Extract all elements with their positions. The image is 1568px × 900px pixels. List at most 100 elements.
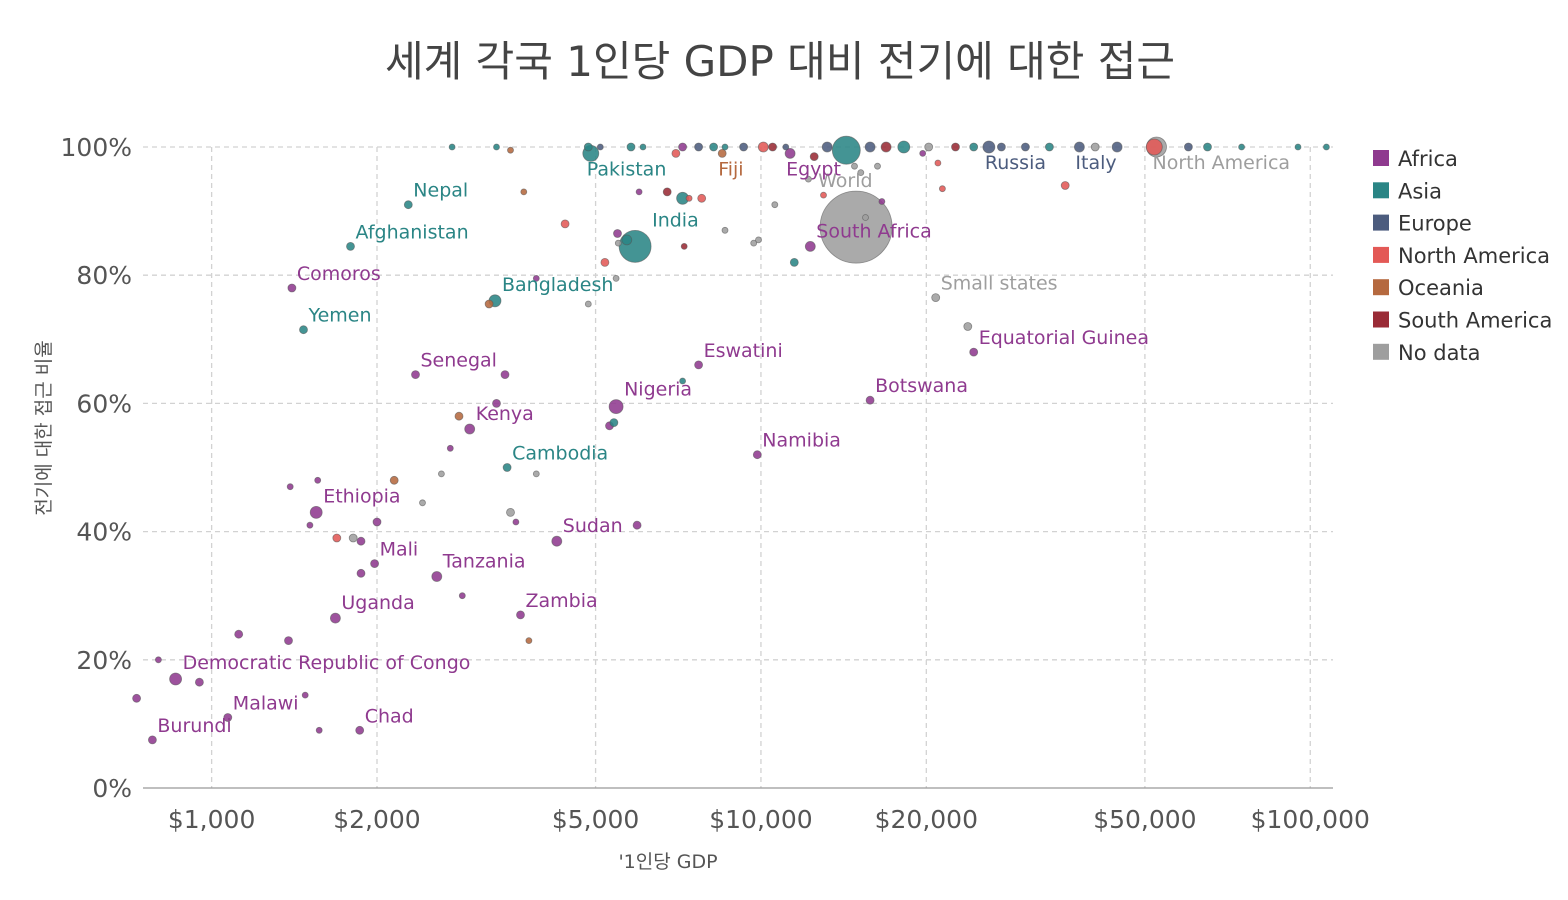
point-country[interactable] — [635, 188, 643, 196]
point-country[interactable] — [306, 521, 314, 529]
point-country[interactable] — [194, 677, 204, 687]
point-country[interactable] — [315, 726, 323, 734]
point-afghanistan[interactable] — [346, 241, 355, 251]
point-country[interactable] — [820, 191, 827, 199]
point-country[interactable] — [997, 142, 1006, 152]
point-country[interactable] — [437, 470, 445, 478]
point-equatorial-guinea[interactable] — [969, 347, 979, 357]
point-malawi[interactable] — [223, 713, 233, 722]
point-country[interactable] — [939, 185, 946, 193]
point-burundi[interactable] — [147, 735, 157, 745]
point-country[interactable] — [1145, 138, 1163, 156]
point-namibia[interactable] — [752, 450, 762, 460]
point-country[interactable] — [332, 533, 342, 543]
point-country[interactable] — [662, 187, 672, 197]
point-country[interactable] — [621, 234, 633, 246]
point-country[interactable] — [493, 143, 500, 151]
point-country[interactable] — [750, 239, 758, 247]
point-country[interactable] — [862, 214, 869, 221]
point-small-states[interactable] — [931, 293, 941, 303]
point-ethiopia[interactable] — [309, 506, 323, 519]
point-country[interactable] — [626, 142, 636, 152]
point-country[interactable] — [632, 520, 642, 530]
point-country[interactable] — [694, 142, 703, 152]
point-country[interactable] — [789, 257, 799, 267]
point-russia[interactable] — [982, 140, 996, 154]
point-country[interactable] — [680, 242, 688, 250]
legend-item-europe[interactable]: Europe — [1373, 212, 1472, 236]
point-country[interactable] — [1060, 181, 1070, 190]
point-country[interactable] — [448, 143, 456, 151]
point-india[interactable] — [618, 229, 652, 263]
point-tanzania[interactable] — [431, 571, 443, 582]
point-country[interactable] — [446, 444, 454, 452]
point-fiji[interactable] — [717, 148, 727, 158]
point-comoros[interactable] — [287, 283, 297, 293]
point-nigeria[interactable] — [608, 399, 624, 415]
point-cambodia[interactable] — [502, 463, 512, 472]
point-country[interactable] — [356, 536, 366, 546]
point-botswana[interactable] — [865, 395, 875, 405]
point-country[interactable] — [721, 143, 729, 151]
point-country[interactable] — [234, 629, 244, 639]
point-mali[interactable] — [370, 559, 380, 568]
legend-item-samerica[interactable]: South America — [1373, 309, 1552, 333]
point-country[interactable] — [864, 141, 876, 153]
point-country[interactable] — [1184, 142, 1193, 152]
point-chad[interactable] — [355, 725, 365, 735]
point-country[interactable] — [969, 142, 979, 152]
point-country[interactable] — [924, 142, 934, 152]
point-country[interactable] — [492, 398, 501, 408]
point-country[interactable] — [286, 483, 294, 491]
point-country[interactable] — [484, 299, 494, 309]
point-kenya[interactable] — [464, 423, 476, 435]
point-country[interactable] — [851, 162, 858, 170]
point-country[interactable] — [1045, 142, 1054, 152]
point-country[interactable] — [755, 236, 762, 244]
legend-item-oceania[interactable]: Oceania — [1373, 276, 1484, 300]
point-country[interactable] — [685, 194, 693, 202]
point-country[interactable] — [1203, 142, 1212, 152]
point-country[interactable] — [897, 140, 911, 154]
legend-item-namerica[interactable]: North America — [1373, 244, 1550, 268]
point-country[interactable] — [614, 239, 622, 247]
point-country[interactable] — [768, 142, 777, 152]
point-country[interactable] — [613, 229, 622, 238]
point-uganda[interactable] — [329, 612, 341, 624]
point-zambia[interactable] — [516, 610, 525, 620]
point-country[interactable] — [512, 518, 520, 526]
point-country[interactable] — [389, 475, 399, 485]
point-egypt[interactable] — [784, 147, 796, 159]
point-nepal[interactable] — [403, 200, 413, 210]
point-country[interactable] — [757, 141, 769, 153]
point-country[interactable] — [709, 142, 718, 152]
point-country[interactable] — [419, 499, 426, 507]
point-country[interactable] — [934, 159, 942, 167]
point-south-africa[interactable] — [804, 240, 816, 252]
point-country[interactable] — [612, 274, 620, 282]
point-country[interactable] — [532, 274, 540, 282]
point-country[interactable] — [532, 470, 540, 478]
point-country[interactable] — [1090, 142, 1100, 152]
point-country[interactable] — [584, 300, 592, 308]
point-country[interactable] — [458, 592, 466, 600]
point-country[interactable] — [314, 476, 322, 484]
point-country[interactable] — [678, 142, 687, 152]
point-country[interactable] — [154, 656, 162, 664]
point-country[interactable] — [506, 508, 515, 517]
point-democratic-republic-of-congo[interactable] — [169, 672, 183, 686]
point-eswatini[interactable] — [694, 360, 703, 370]
legend-item-nodata[interactable]: No data — [1373, 341, 1481, 365]
point-country[interactable] — [507, 146, 514, 154]
point-country[interactable] — [525, 637, 533, 644]
point-country[interactable] — [301, 691, 309, 699]
point-country[interactable] — [951, 142, 960, 152]
point-country[interactable] — [596, 143, 604, 151]
point-country[interactable] — [821, 141, 833, 153]
point-country[interactable] — [454, 411, 464, 421]
point-country[interactable] — [874, 162, 881, 170]
point-country[interactable] — [809, 152, 819, 162]
point-country[interactable] — [500, 370, 510, 380]
point-italy[interactable] — [1074, 141, 1085, 153]
point-country[interactable] — [831, 135, 861, 165]
